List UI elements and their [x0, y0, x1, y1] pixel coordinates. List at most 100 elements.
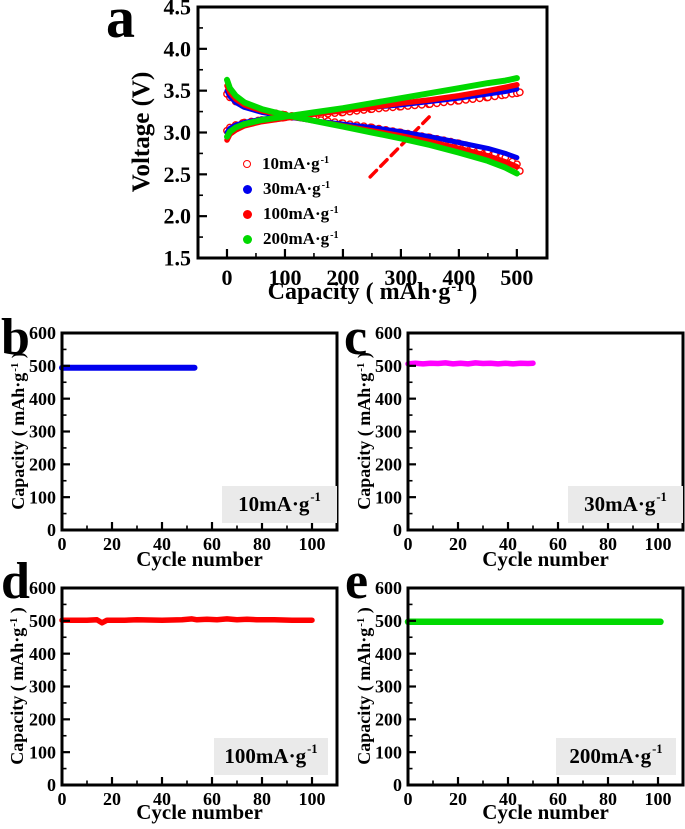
y-tick-label: 400 — [29, 644, 56, 664]
x-tick-label: 60 — [549, 789, 567, 809]
y-tick-label: 200 — [29, 454, 56, 474]
x-tick-label: 40 — [153, 789, 171, 809]
x-tick-label: 20 — [103, 534, 121, 554]
y-tick-label: 0 — [47, 520, 56, 540]
y-tick-label: 500 — [375, 356, 402, 376]
y-tick-label: 300 — [29, 677, 56, 697]
dot-marker-icon — [243, 209, 252, 219]
x-axis-label-close: ) — [463, 279, 478, 305]
legend-label-sup: -1 — [320, 155, 330, 167]
x-tick-label: 0 — [58, 534, 67, 554]
x-axis-label-text: Cycle number — [136, 800, 263, 824]
y-tick-label: 200 — [29, 709, 56, 729]
x-tick-label: 20 — [449, 789, 467, 809]
y-axis-label-sup: -1 — [8, 617, 21, 627]
y-tick-label: 3.5 — [164, 78, 192, 103]
y-tick-label: 200 — [375, 709, 402, 729]
panel-d-x-axis-label: Cycle number — [62, 800, 337, 825]
y-tick-label: 300 — [29, 422, 56, 442]
dot-marker-icon — [243, 234, 252, 244]
y-tick-label: 400 — [375, 389, 402, 409]
legend-label: 200mA·g-1 — [263, 229, 339, 248]
y-tick-label: 600 — [375, 323, 402, 343]
y-tick-label: 2.0 — [164, 204, 192, 229]
legend-label: 30mA·g-1 — [263, 179, 331, 198]
panel-e-x-axis-label: Cycle number — [408, 800, 683, 825]
panel-e-plot: 0 20 40 60 80 100 0 100 200 300 400 500 600 — [375, 578, 685, 809]
y-tick-label: 400 — [29, 389, 56, 409]
x-axis-label-sup: -1 — [451, 279, 464, 296]
y-tick-label: 4.0 — [164, 36, 192, 61]
series-200ma-g-1-charge — [224, 75, 520, 140]
y-tick-label: 100 — [29, 487, 56, 507]
x-tick-label: 40 — [499, 534, 517, 554]
panel-a-x-axis-label: Capacity ( mAh·g-1 ) — [198, 279, 547, 306]
legend-item-200ma-g: 200mA·g-1 — [238, 229, 339, 248]
rate-badge-sup: -1 — [652, 742, 663, 757]
y-tick-label: 100 — [375, 742, 402, 762]
x-axis-label-text: Cycle number — [136, 547, 263, 571]
panel-d-plot: 0 20 40 60 80 100 0 100 200 300 400 500 600 — [29, 578, 339, 809]
legend-label: 100mA·g-1 — [263, 204, 339, 223]
rate-badge-text: 200mA·g — [569, 744, 652, 768]
panel-a-plot: 0 100 200 300 400 500 1.5 2.0 2.5 3.0 3.5 4.0 4.5 — [164, 0, 549, 290]
panel-a-legend: 10mA·g-1 30mA·g-1 100mA·g-1 200mA·g-1 — [238, 154, 339, 248]
x-tick-label: 100 — [645, 789, 672, 809]
rate-badge-sup: -1 — [310, 490, 321, 505]
x-tick-label: 100 — [299, 789, 326, 809]
y-tick-label: 3.0 — [164, 120, 192, 145]
x-tick-label: 200 — [326, 265, 359, 290]
legend-item-30ma-g: 30mA·g-1 — [238, 179, 339, 198]
x-tick-label: 60 — [549, 534, 567, 554]
x-tick-label: 80 — [253, 534, 271, 554]
x-axis-label-text: Capacity ( mAh·g — [267, 279, 451, 305]
x-axis-label-text: Cycle number — [482, 800, 609, 824]
rate-badge-sup: -1 — [307, 742, 318, 757]
y-tick-label: 0 — [393, 520, 402, 540]
series-capacity-at-100ma-g-1 — [59, 616, 315, 626]
x-tick-label: 400 — [442, 265, 475, 290]
x-tick-label: 20 — [103, 789, 121, 809]
panel-b-letter: b — [1, 309, 30, 366]
x-axis-label-text: Cycle number — [482, 547, 609, 571]
x-tick-label: 40 — [499, 789, 517, 809]
x-tick-label: 500 — [500, 265, 533, 290]
panel-d-rate-badge: 100mA·g -1 — [214, 738, 328, 775]
y-tick-label: 4.5 — [164, 0, 192, 19]
y-tick-label: 1.5 — [164, 245, 192, 270]
legend-label-sup: -1 — [330, 230, 339, 242]
open-circle-marker-icon — [243, 160, 251, 168]
rate-badge-text: 10mA·g — [238, 492, 310, 516]
x-tick-label: 100 — [299, 534, 326, 554]
panel-e-letter: e — [345, 553, 369, 610]
x-tick-label: 80 — [253, 789, 271, 809]
panel-c-rate-badge: 30mA·g -1 — [568, 486, 683, 523]
x-tick-label: 0 — [58, 789, 67, 809]
legend-item-10ma-g: 10mA·g-1 — [238, 154, 339, 173]
y-tick-label: 200 — [375, 454, 402, 474]
y-tick-label: 600 — [29, 578, 56, 598]
y-tick-label: 500 — [29, 611, 56, 631]
x-tick-label: 80 — [599, 789, 617, 809]
x-tick-label: 300 — [384, 265, 417, 290]
panel-c-letter: c — [344, 309, 368, 366]
x-tick-label: 20 — [449, 534, 467, 554]
y-tick-label: 2.5 — [164, 162, 192, 187]
panel-b-rate-badge: 10mA·g -1 — [222, 486, 337, 523]
panel-c-x-axis-label: Cycle number — [408, 547, 683, 572]
x-tick-label: 100 — [268, 265, 301, 290]
series-200ma-g-1-discharge — [224, 76, 520, 177]
panel-a-letter: a — [106, 0, 135, 50]
y-tick-label: 500 — [375, 611, 402, 631]
rate-badge-sup: -1 — [656, 490, 667, 505]
y-tick-label: 0 — [393, 775, 402, 795]
y-tick-label: 600 — [375, 578, 402, 598]
x-tick-label: 60 — [203, 789, 221, 809]
x-tick-label: 60 — [203, 534, 221, 554]
y-tick-label: 600 — [29, 323, 56, 343]
panel-d-letter: d — [1, 553, 30, 610]
legend-label-sup: -1 — [330, 205, 339, 217]
y-tick-label: 300 — [375, 677, 402, 697]
y-tick-label: 400 — [375, 644, 402, 664]
